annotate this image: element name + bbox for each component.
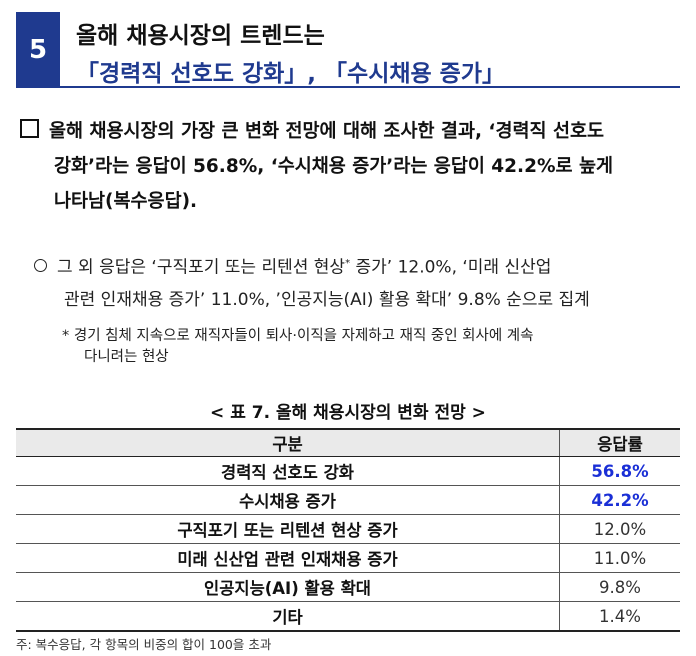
table-row: 미래 신산업 관련 인재채용 증가 11.0%: [16, 543, 680, 573]
row-label: 수시채용 증가: [16, 485, 560, 515]
circle-bullet-icon: [34, 258, 47, 272]
header-divider: [60, 86, 680, 88]
row-value: 9.8%: [559, 572, 680, 602]
main-paragraph: 올해 채용시장의 가장 큰 변화 전망에 대해 조사한 결과, ‘경력직 선호도…: [20, 114, 680, 219]
row-label: 기타: [16, 601, 560, 632]
section-subtitle: 「경력직 선호도 강화」, 「수시채용 증가」: [76, 61, 506, 87]
outlook-table: 구분 응답률 경력직 선호도 강화 56.8% 수시채용 증가 42.2% 구직…: [16, 428, 680, 632]
sub-paragraph-line1b: 증가’ 12.0%, ‘미래 신산업: [350, 257, 552, 278]
row-value: 1.4%: [559, 601, 680, 632]
sub-paragraph: 그 외 응답은 ‘구직포기 또는 리텐션 현상* 증가’ 12.0%, ‘미래 …: [34, 248, 682, 316]
row-value: 11.0%: [559, 543, 680, 573]
row-value: 56.8%: [559, 456, 680, 486]
note-line2: 다니려는 현상: [84, 349, 169, 365]
header-response-rate: 응답률: [559, 428, 680, 457]
header-category: 구분: [16, 428, 560, 457]
table-header-row: 구분 응답률: [16, 428, 680, 457]
note-line1: * 경기 침체 지속으로 재직자들이 퇴사·이직을 자제하고 재직 중인 회사에…: [62, 328, 534, 344]
row-value: 12.0%: [559, 514, 680, 544]
section-number-badge: 5: [16, 12, 60, 88]
table-row: 구직포기 또는 리텐션 현상 증가 12.0%: [16, 514, 680, 544]
table-footnote: 주: 복수응답, 각 항목의 비중의 합이 100을 초과: [16, 637, 272, 652]
main-paragraph-line1: 올해 채용시장의 가장 큰 변화 전망에 대해 조사한 결과, ‘경력직 선호도: [49, 121, 605, 142]
main-paragraph-line3: 나타남(복수응답).: [54, 191, 198, 212]
row-label: 미래 신산업 관련 인재채용 증가: [16, 543, 560, 573]
section-title: 올해 채용시장의 트렌드는: [76, 23, 325, 49]
table-row: 경력직 선호도 강화 56.8%: [16, 456, 680, 486]
row-label: 구직포기 또는 리텐션 현상 증가: [16, 514, 560, 544]
table-row: 인공지능(AI) 활용 확대 9.8%: [16, 572, 680, 602]
row-label: 인공지능(AI) 활용 확대: [16, 572, 560, 602]
table-title: < 표 7. 올해 채용시장의 변화 전망 >: [210, 403, 486, 423]
footnote-marker: *: [345, 258, 351, 269]
table-row: 기타 1.4%: [16, 601, 680, 632]
section-header: 5 올해 채용시장의 트렌드는 「경력직 선호도 강화」, 「수시채용 증가」: [16, 12, 680, 88]
sub-paragraph-line1a: 그 외 응답은 ‘구직포기 또는 리텐션 현상: [57, 257, 346, 278]
sub-paragraph-line2: 관련 인재채용 증가’ 11.0%, ’인공지능(AI) 활용 확대’ 9.8%…: [64, 289, 590, 310]
table-row: 수시채용 증가 42.2%: [16, 485, 680, 515]
row-value: 42.2%: [559, 485, 680, 515]
main-paragraph-line2: 강화’라는 응답이 56.8%, ‘수시채용 증가’라는 응답이 42.2%로 …: [54, 156, 613, 177]
square-bullet-icon: [20, 119, 39, 138]
asterisk-note: * 경기 침체 지속으로 재직자들이 퇴사·이직을 자제하고 재직 중인 회사에…: [62, 326, 682, 368]
row-label: 경력직 선호도 강화: [16, 456, 560, 486]
